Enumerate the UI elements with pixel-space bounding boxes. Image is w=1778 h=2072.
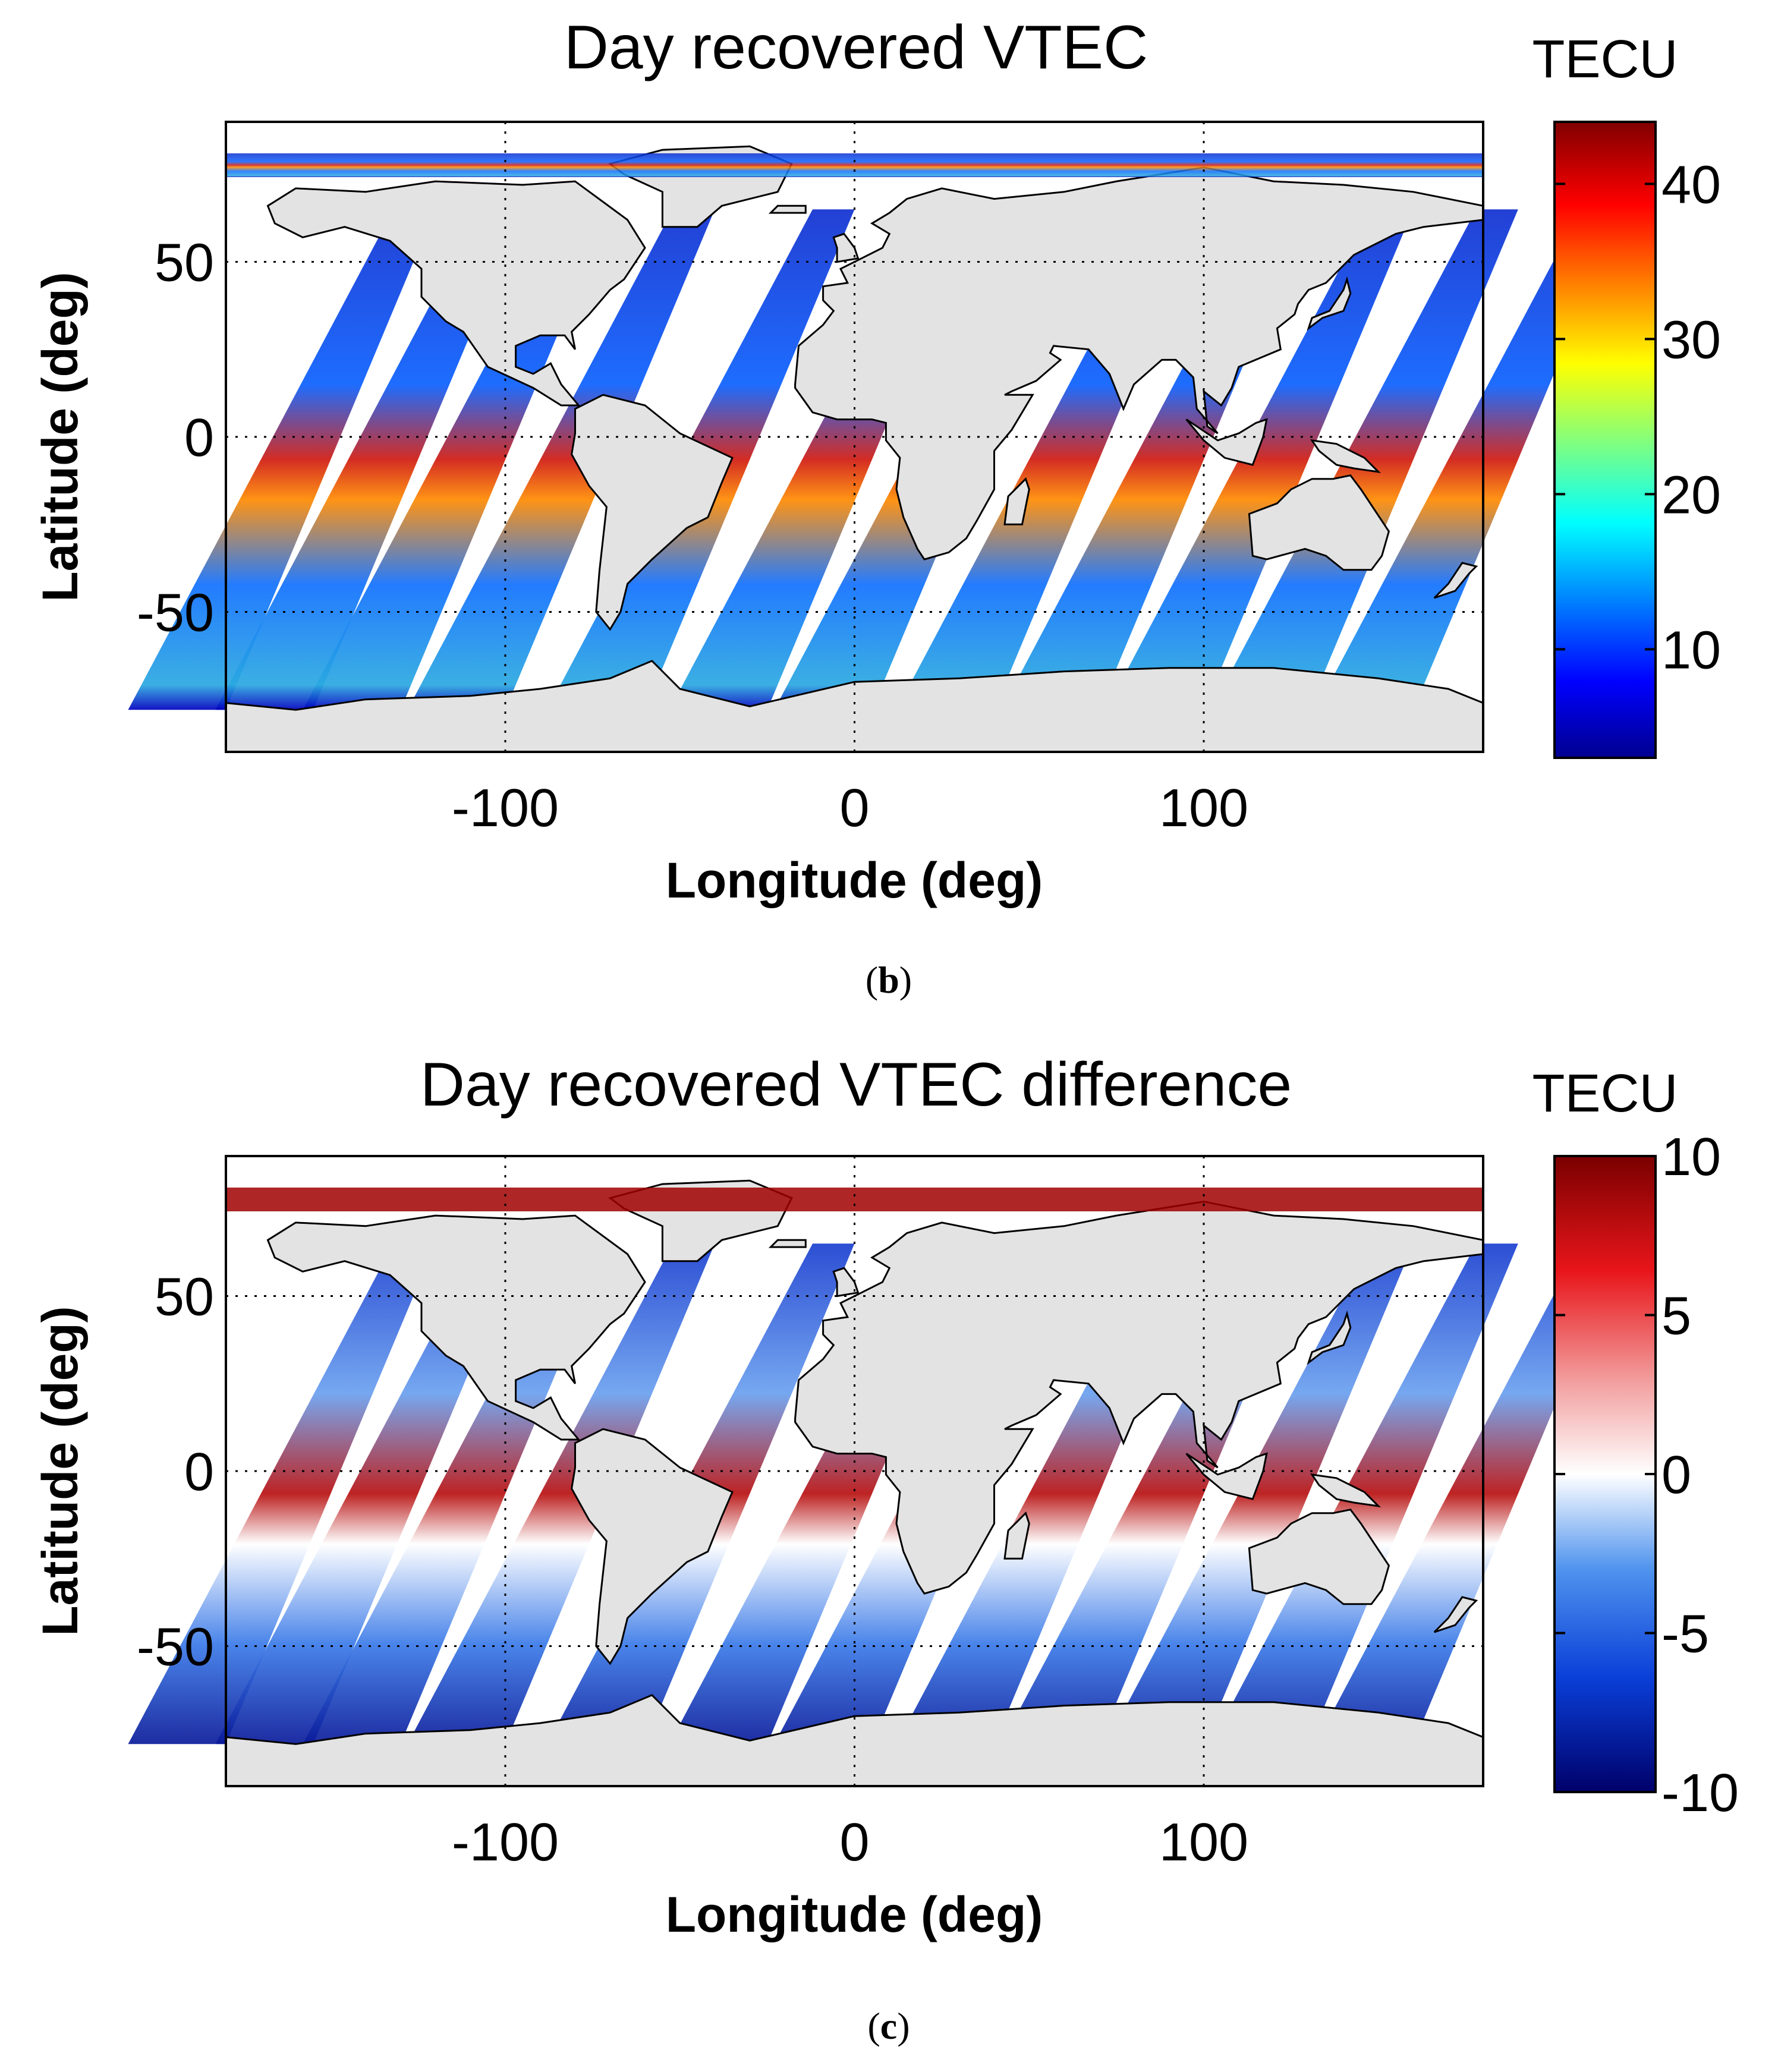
panel-b-y-axis-label: Latitude (deg) bbox=[32, 272, 88, 602]
panel-c-caption: (c) bbox=[867, 2005, 910, 2047]
b-land-madagascar bbox=[1003, 477, 1030, 525]
c-land-new-zealand bbox=[1433, 1596, 1478, 1633]
b-land-iceland bbox=[768, 204, 807, 214]
b-colorbar-tick-label: 30 bbox=[1661, 310, 1721, 370]
panel-b-colorbar-label: TECU bbox=[1532, 30, 1678, 89]
c-track-2 bbox=[215, 1243, 523, 1744]
panel-c-land bbox=[225, 1179, 1484, 1787]
b-track-1 bbox=[128, 209, 436, 710]
c-land-north-america bbox=[266, 1214, 646, 1441]
c-land-borneo-sumatra bbox=[1185, 1452, 1268, 1500]
b-y-tick-label: 50 bbox=[155, 234, 214, 293]
b-land-antarctica bbox=[225, 660, 1484, 753]
c-y-tick-label: 0 bbox=[184, 1443, 214, 1502]
panel-c-x-axis-label: Longitude (deg) bbox=[666, 1887, 1043, 1942]
c-colorbar-tick-label: -10 bbox=[1661, 1764, 1739, 1823]
b-land-new-zealand bbox=[1433, 562, 1478, 599]
b-track-2 bbox=[215, 209, 523, 710]
c-land-madagascar bbox=[1003, 1511, 1030, 1560]
b-colorbar-tick-label: 20 bbox=[1661, 465, 1721, 525]
b-x-tick-label: -100 bbox=[452, 779, 559, 838]
panel-c-caption-letter: c bbox=[880, 2005, 897, 2047]
b-x-tick-label: 100 bbox=[1159, 779, 1248, 838]
panel-b-caption: (b) bbox=[866, 959, 912, 1001]
c-y-tick-label: -50 bbox=[137, 1617, 214, 1677]
b-y-tick-label: -50 bbox=[137, 583, 214, 643]
b-land-south-america bbox=[571, 393, 734, 631]
c-track-4 bbox=[407, 1243, 715, 1744]
c-x-tick-label: -100 bbox=[452, 1813, 559, 1872]
c-y-tick-label: 50 bbox=[155, 1268, 214, 1327]
c-colorbar-tick-label: 5 bbox=[1661, 1287, 1691, 1346]
panel-b-y-ticks: 50 0 -50 bbox=[137, 234, 214, 643]
c-land-iceland bbox=[768, 1239, 807, 1248]
panel-c-colorbar-scale bbox=[1553, 1155, 1657, 1793]
c-land-new-guinea bbox=[1310, 1473, 1382, 1508]
b-land-australia bbox=[1248, 474, 1390, 571]
b-land-japan bbox=[1307, 276, 1352, 331]
b-land-borneo-sumatra bbox=[1185, 418, 1268, 466]
panel-c-colorbar-label: TECU bbox=[1532, 1064, 1678, 1123]
b-x-tick-label: 0 bbox=[839, 779, 869, 838]
c-land-uk bbox=[832, 1267, 860, 1298]
b-track-10 bbox=[1106, 209, 1414, 710]
b-land-uk bbox=[832, 232, 860, 263]
panel-b-x-axis-label: Longitude (deg) bbox=[666, 852, 1043, 908]
c-land-antarctica bbox=[225, 1694, 1484, 1787]
panel-c-colorbar-ticks: 10 5 0 -5 -10 bbox=[1554, 1128, 1739, 1823]
panel-b-caption-letter: b bbox=[878, 959, 899, 1001]
c-land-south-america bbox=[571, 1428, 734, 1665]
panel-c-x-ticks: -100 0 100 bbox=[452, 1813, 1248, 1872]
b-land-africa-eurasia bbox=[794, 166, 1484, 560]
c-colorbar-tick-label: 0 bbox=[1661, 1446, 1691, 1505]
panel-c-polar-band bbox=[226, 1188, 1483, 1211]
panel-c-vtec-difference: Day recovered VTEC difference -100 0 100 5… bbox=[32, 1050, 1739, 2047]
panel-b-colorbar-scale bbox=[1553, 121, 1657, 759]
panel-c-plot-area bbox=[128, 1155, 1623, 1787]
c-x-tick-label: 0 bbox=[839, 1813, 869, 1872]
b-land-north-america bbox=[266, 180, 646, 407]
panel-b-plot-area bbox=[128, 121, 1623, 753]
b-track-12 bbox=[1316, 209, 1623, 710]
b-y-tick-label: 0 bbox=[184, 408, 214, 468]
panel-b-colorbar: TECU 40 30 20 10 bbox=[1532, 30, 1721, 759]
panel-c-y-axis-label: Latitude (deg) bbox=[32, 1306, 88, 1636]
panel-b-x-ticks: -100 0 100 bbox=[452, 779, 1248, 838]
panel-c-colorbar: TECU 10 5 0 -5 -10 bbox=[1532, 1064, 1739, 1823]
panel-c-axes-frame bbox=[225, 1155, 1484, 1787]
b-track-4 bbox=[407, 209, 715, 710]
c-track-1 bbox=[128, 1243, 436, 1744]
panel-b-colorbar-ticks: 40 30 20 10 bbox=[1554, 155, 1721, 680]
panel-b-gridlines bbox=[226, 122, 1483, 752]
panel-c-title: Day recovered VTEC difference bbox=[420, 1050, 1292, 1119]
panel-b-axes-frame bbox=[225, 121, 1484, 753]
c-track-12 bbox=[1316, 1243, 1623, 1744]
c-land-australia bbox=[1248, 1509, 1390, 1605]
panel-c-gridlines bbox=[226, 1156, 1483, 1786]
c-colorbar-tick-label: -5 bbox=[1661, 1605, 1709, 1664]
panel-b-title: Day recovered VTEC bbox=[564, 13, 1148, 82]
b-colorbar-tick-label: 40 bbox=[1661, 155, 1721, 215]
panel-b-polar-band bbox=[226, 153, 1483, 177]
c-x-tick-label: 100 bbox=[1159, 1813, 1248, 1872]
panel-b-vtec: Day recovered VTEC -100 0 100 50 0 -50 Longi… bbox=[32, 13, 1721, 1001]
c-land-japan bbox=[1307, 1310, 1352, 1365]
b-land-new-guinea bbox=[1310, 439, 1382, 474]
c-land-africa-eurasia bbox=[794, 1201, 1484, 1595]
c-track-10 bbox=[1106, 1243, 1414, 1744]
c-colorbar-tick-label: 10 bbox=[1661, 1128, 1721, 1187]
b-colorbar-tick-label: 10 bbox=[1661, 621, 1721, 680]
panel-c-y-ticks: 50 0 -50 bbox=[137, 1268, 214, 1677]
